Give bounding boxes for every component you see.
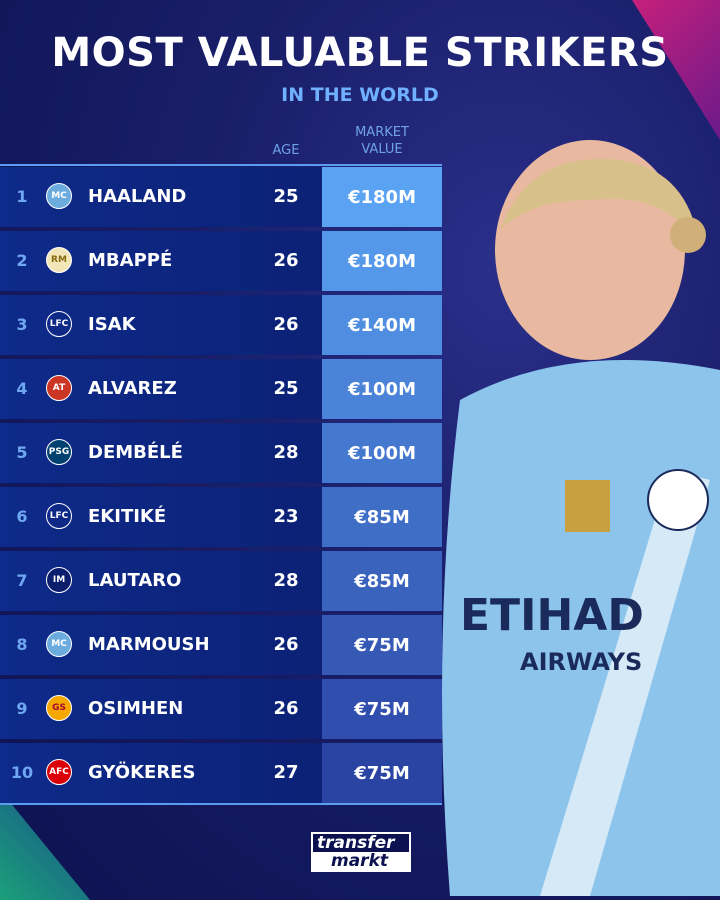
club-crest-icon: GS xyxy=(46,695,72,721)
rank: 1 xyxy=(16,187,28,206)
market-value: €75M xyxy=(322,679,442,739)
divider xyxy=(0,803,442,805)
player-age: 25 xyxy=(273,186,299,207)
rank: 3 xyxy=(16,315,28,334)
transfermarkt-logo: transfer markt xyxy=(311,832,411,872)
rank: 9 xyxy=(16,699,28,718)
club-crest-icon: RM xyxy=(46,247,72,273)
market-value: €75M xyxy=(322,615,442,675)
page-subtitle: IN THE WORLD xyxy=(281,84,439,106)
player-age: 28 xyxy=(273,442,299,463)
club-crest-icon: LFC xyxy=(46,503,72,529)
player-name: EKITIKÉ xyxy=(88,506,167,527)
rank: 8 xyxy=(16,635,28,654)
rank: 5 xyxy=(16,443,28,462)
club-crest-icon: MC xyxy=(46,183,72,209)
logo-line1: transfer xyxy=(317,833,395,853)
table-row: 4 AT ALVAREZ 25 €100M xyxy=(0,359,442,419)
club-crest-icon: MC xyxy=(46,631,72,657)
player-name: OSIMHEN xyxy=(88,698,184,719)
table-row: 3 LFC ISAK 26 €140M xyxy=(0,295,442,355)
rank: 6 xyxy=(16,507,28,526)
player-age: 25 xyxy=(273,378,299,399)
player-name: MBAPPÉ xyxy=(88,250,173,271)
svg-text:AIRWAYS: AIRWAYS xyxy=(520,648,642,676)
table-row: 7 IM LAUTARO 28 €85M xyxy=(0,551,442,611)
table-row: 2 RM MBAPPÉ 26 €180M xyxy=(0,231,442,291)
table-row: 10 AFC GYÖKERES 27 €75M xyxy=(0,743,442,803)
logo-line2: markt xyxy=(313,852,409,870)
divider xyxy=(0,164,442,166)
player-age: 23 xyxy=(273,506,299,527)
player-name: MARMOUSH xyxy=(88,634,210,655)
market-value: €100M xyxy=(322,359,442,419)
table-row: 9 GS OSIMHEN 26 €75M xyxy=(0,679,442,739)
age-header: AGE xyxy=(272,143,300,158)
table-row: 6 LFC EKITIKÉ 23 €85M xyxy=(0,487,442,547)
player-name: GYÖKERES xyxy=(88,762,196,783)
club-crest-icon: AT xyxy=(46,375,72,401)
market-value: €85M xyxy=(322,487,442,547)
club-crest-icon: IM xyxy=(46,567,72,593)
player-name: HAALAND xyxy=(88,186,187,207)
player-name: DEMBÉLÉ xyxy=(88,442,183,463)
player-name: LAUTARO xyxy=(88,570,182,591)
market-value: €85M xyxy=(322,551,442,611)
player-age: 26 xyxy=(273,314,299,335)
market-value-header: MARKET VALUE xyxy=(322,124,442,158)
market-value: €100M xyxy=(322,423,442,483)
player-age: 26 xyxy=(273,250,299,271)
table-row: 8 MC MARMOUSH 26 €75M xyxy=(0,615,442,675)
club-crest-icon: LFC xyxy=(46,311,72,337)
player-age: 27 xyxy=(273,762,299,783)
player-age: 26 xyxy=(273,698,299,719)
market-value-header-line2: VALUE xyxy=(361,142,403,157)
player-age: 28 xyxy=(273,570,299,591)
svg-text:ETIHAD: ETIHAD xyxy=(460,590,644,641)
player-photo: ETIHAD AIRWAYS xyxy=(442,140,720,896)
market-value: €180M xyxy=(322,167,442,227)
rank: 7 xyxy=(16,571,28,590)
club-crest-icon: AFC xyxy=(46,759,72,785)
table-row: 1 MC HAALAND 25 €180M xyxy=(0,167,442,227)
page-title: MOST VALUABLE STRIKERS xyxy=(51,30,669,76)
rank: 4 xyxy=(16,379,28,398)
market-value: €75M xyxy=(322,743,442,803)
market-value: €180M xyxy=(322,231,442,291)
club-crest-icon: PSG xyxy=(46,439,72,465)
rank: 2 xyxy=(16,251,28,270)
table-row: 5 PSG DEMBÉLÉ 28 €100M xyxy=(0,423,442,483)
market-value-header-line1: MARKET xyxy=(355,125,409,140)
rank: 10 xyxy=(10,763,34,782)
player-name: ISAK xyxy=(88,314,136,335)
market-value: €140M xyxy=(322,295,442,355)
corner-decoration xyxy=(0,790,90,900)
player-name: ALVAREZ xyxy=(88,378,177,399)
player-age: 26 xyxy=(273,634,299,655)
